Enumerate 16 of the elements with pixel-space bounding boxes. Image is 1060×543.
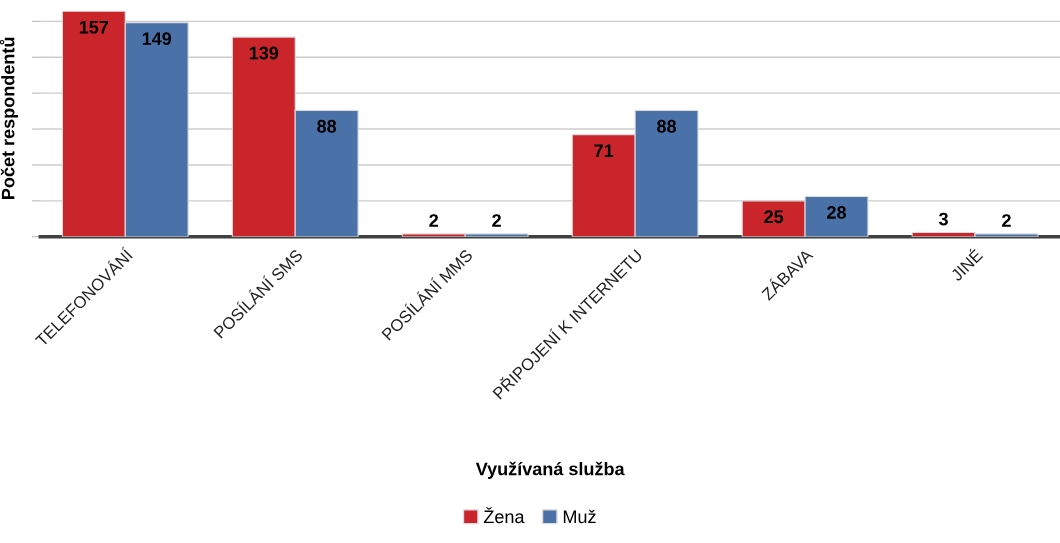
data-label: 157: [79, 20, 109, 34]
legend-label: Žena: [483, 507, 525, 524]
data-label: 2: [429, 214, 439, 227]
data-label: 28: [827, 206, 846, 219]
data-label: 3: [938, 212, 948, 226]
data-label: 2: [1002, 214, 1011, 227]
data-label: 149: [142, 32, 172, 46]
data-label: 88: [317, 119, 337, 133]
legend-label: Muž: [563, 509, 596, 524]
data-label: 71: [594, 144, 614, 157]
data-label: 88: [657, 119, 677, 133]
data-label: 25: [764, 210, 784, 224]
x-axis-title: Využívaná služba: [475, 461, 625, 479]
data-label: 139: [249, 46, 279, 60]
data-label: 2: [492, 214, 501, 227]
y-axis-title: Počet respondentů: [0, 37, 19, 199]
